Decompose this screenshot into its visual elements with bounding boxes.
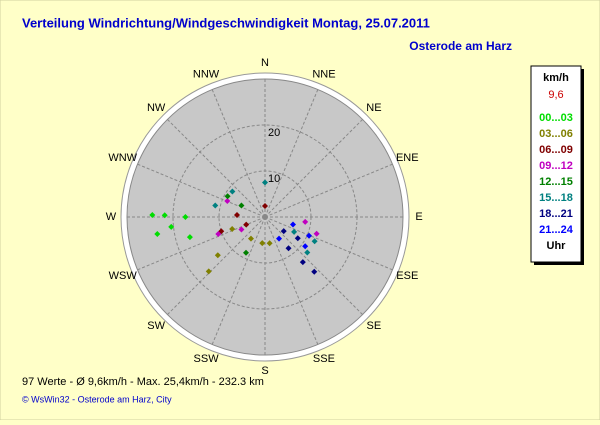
spoke [264,163,393,218]
grid-ring [218,170,312,264]
data-point [299,259,306,266]
data-point [212,202,219,209]
data-point [291,228,298,235]
r-tick-label: 20 [268,127,280,139]
data-point [224,193,231,200]
legend-entry: 03...06 [539,128,573,140]
legend-shadow [581,69,584,265]
data-point [306,232,313,239]
data-point [276,235,283,242]
data-point [186,234,193,241]
direction-label: WSW [109,270,138,282]
data-point [168,223,175,230]
legend-entry: 12...15 [539,176,573,188]
data-point [247,235,254,242]
direction-label: NNW [193,69,220,81]
direction-label: ESE [396,270,418,282]
data-point [224,198,231,205]
data-point [229,225,236,232]
grid-ring [172,124,358,310]
direction-label: SE [367,320,382,332]
legend-title: km/h [543,72,569,84]
spoke [264,119,363,218]
data-point [238,202,245,209]
direction-label: S [261,365,268,377]
chart-title: Verteilung Windrichtung/Windgeschwindigk… [22,15,430,30]
spoke [264,89,319,218]
data-point [313,230,320,237]
spoke [264,216,393,271]
legend-entry: 15...18 [539,192,573,204]
data-point [304,249,311,256]
spoke [264,216,319,345]
data-point [289,221,296,228]
data-point [311,268,318,275]
data-point [302,218,309,225]
chart-subtitle: Osterode am Harz [409,39,512,53]
spoke [211,89,266,218]
data-point [214,252,221,259]
legend-footer: Uhr [547,240,567,252]
spoke [167,119,266,218]
data-point [311,238,318,245]
data-point [205,268,212,275]
spoke [264,216,363,315]
legend-entry: 09...12 [539,160,573,172]
direction-label: NW [147,102,166,114]
spoke [167,216,266,315]
credit: © WsWin32 - Osterode am Harz, City [22,394,172,404]
legend-box [530,65,582,263]
legend-entry: 18...21 [539,208,573,220]
direction-label: N [261,57,269,69]
legend-entry: 06...09 [539,144,573,156]
data-point [215,230,222,237]
data-point [294,235,301,242]
data-point [302,243,309,250]
direction-label: SW [147,320,165,332]
data-point [262,202,268,209]
legend-entry: 00...03 [539,112,573,124]
spoke [137,216,266,271]
spoke [211,216,266,345]
data-point [262,179,268,186]
data-point [266,240,273,247]
direction-label: W [106,211,117,223]
data-point [154,231,161,238]
r-tick-label: 10 [268,173,280,185]
data-point [182,214,189,220]
direction-label: NE [366,102,381,114]
data-point [243,221,250,228]
data-point [161,212,168,219]
data-point [238,226,245,233]
direction-label: ENE [396,152,419,164]
data-point [259,240,266,247]
footer: 97 Werte - Ø 9,6km/h - Max. 25,4km/h - 2… [22,376,264,388]
data-point [242,249,249,256]
data-point [280,228,287,235]
direction-label: NNE [312,69,335,81]
legend-entry: 21...24 [539,224,574,236]
data-point [149,212,156,219]
legend-current: 9,6 [548,89,563,101]
direction-label: WNW [108,152,137,164]
legend-shadow [534,262,584,265]
data-point [234,212,241,219]
data-point [285,245,292,252]
direction-label: SSW [194,353,220,365]
direction-label: E [415,211,422,223]
direction-label: SSE [313,353,335,365]
data-point [229,188,236,195]
spoke [137,163,266,218]
